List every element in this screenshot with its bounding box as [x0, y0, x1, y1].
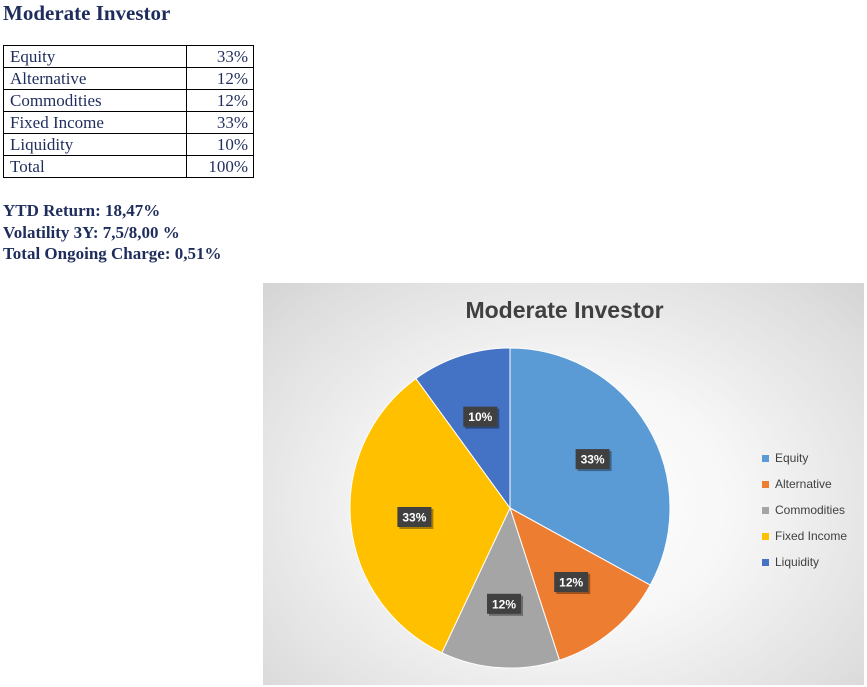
data-label-alternative: 12%: [554, 572, 591, 594]
pie-slice-liquidity: [415, 347, 511, 510]
table-row: Fixed Income 33%: [3, 111, 254, 134]
legend-swatch: [762, 480, 769, 488]
legend-label: Equity: [775, 451, 809, 465]
data-label-fixed-income: 33%: [397, 507, 434, 529]
pie-chart: Moderate Investor 33% 12% 12% 33% 10% Equity…: [263, 283, 864, 685]
svg-text:33%: 33%: [581, 453, 605, 467]
row-value-fixed-income: 33%: [186, 111, 254, 134]
legend-swatch: [762, 454, 769, 462]
allocation-table: Equity 33% Alternative 12% Commodities 1…: [3, 45, 254, 178]
row-value-alternative: 12%: [186, 67, 254, 90]
chart-title: Moderate Investor: [465, 297, 664, 323]
volatility-3y: Volatility 3Y: 7,5/8,00 %: [3, 222, 180, 242]
legend-item-commodities: Commodities: [762, 497, 847, 523]
legend-swatch: [762, 558, 769, 566]
table-row: Alternative 12%: [3, 67, 254, 90]
pie-plot: 33% 12% 12% 33% 10%: [349, 347, 671, 669]
legend-swatch: [762, 532, 769, 540]
pie-slice-commodities: [441, 506, 561, 669]
row-label-fixed-income: Fixed Income: [3, 111, 187, 134]
row-label-commodities: Commodities: [3, 89, 187, 112]
table-row: Total 100%: [3, 155, 254, 178]
ytd-return: YTD Return: 18,47%: [3, 201, 161, 220]
row-value-total: 100%: [186, 155, 254, 178]
legend-item-liquidity: Liquidity: [762, 549, 847, 575]
table-row: Liquidity 10%: [3, 133, 254, 156]
legend-label: Commodities: [775, 503, 846, 517]
svg-text:12%: 12%: [492, 597, 516, 611]
page-title: Moderate Investor: [3, 1, 171, 25]
row-label-liquidity: Liquidity: [3, 133, 187, 156]
svg-text:33%: 33%: [402, 511, 426, 525]
legend-label: Alternative: [775, 477, 832, 491]
legend-label: Liquidity: [775, 555, 820, 569]
table-row: Equity 33%: [3, 45, 254, 68]
row-label-total: Total: [3, 155, 187, 178]
legend-swatch: [762, 506, 769, 514]
chart-legend: Equity Alternative Commodities Fixed Income…: [762, 445, 847, 575]
row-label-equity: Equity: [3, 45, 187, 68]
total-ongoing-charge: Total Ongoing Charge: 0,51%: [3, 244, 222, 263]
legend-item-alternative: Alternative: [762, 471, 847, 497]
row-label-alternative: Alternative: [3, 67, 187, 90]
data-label-liquidity: 10%: [463, 406, 500, 429]
row-value-equity: 33%: [186, 45, 254, 68]
svg-text:12%: 12%: [559, 576, 583, 590]
stats-block: YTD Return: 18,47% Volatility 3Y: 7,5/8,…: [3, 200, 222, 265]
legend-item-fixed-income: Fixed Income: [762, 523, 847, 549]
legend-item-equity: Equity: [762, 445, 847, 471]
svg-text:10%: 10%: [468, 410, 492, 424]
data-label-equity: 33%: [575, 449, 612, 472]
table-row: Commodities 12%: [3, 89, 254, 112]
legend-label: Fixed Income: [775, 529, 848, 543]
row-value-liquidity: 10%: [186, 133, 254, 156]
row-value-commodities: 12%: [186, 89, 254, 112]
data-label-commodities: 12%: [487, 593, 523, 616]
